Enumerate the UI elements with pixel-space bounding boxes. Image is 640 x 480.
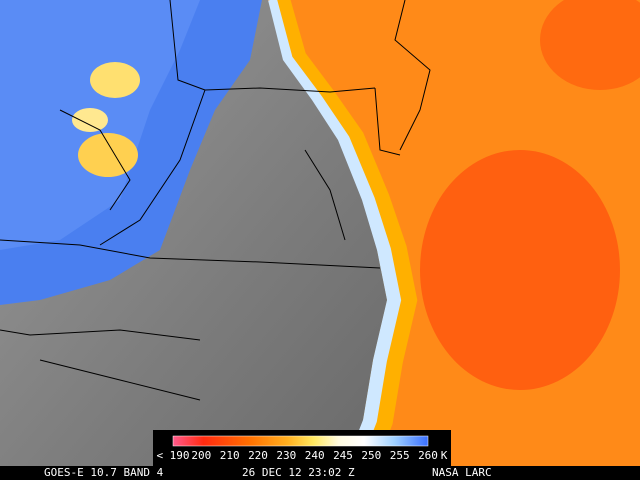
cold-cloud-top [90, 62, 140, 98]
colorbar-label: 240 [305, 449, 325, 462]
colorbar-label: 220 [248, 449, 268, 462]
cold-cloud-region [420, 150, 620, 390]
colorbar-label: 255 [390, 449, 410, 462]
colorbar-label: 200 [191, 449, 211, 462]
colorbar-label: 245 [333, 449, 353, 462]
colorbar-label: 230 [276, 449, 296, 462]
footer-bar [0, 466, 640, 480]
source-label: NASA LARC [432, 466, 492, 479]
boundaries [0, 0, 431, 401]
cold-cloud-top [72, 108, 108, 132]
colorbar-label: < 190 [156, 449, 189, 462]
cold-cloud-top [78, 133, 138, 177]
colorbar-label: 260 [418, 449, 438, 462]
satellite-label: GOES-E 10.7 BAND 4 [44, 466, 164, 479]
colorbar-label: 250 [361, 449, 381, 462]
coastal-band [263, 0, 402, 469]
cold-cloud-region [540, 0, 640, 90]
timestamp: 26 DEC 12 23:02 Z [242, 466, 355, 479]
colorbar-label: 210 [220, 449, 240, 462]
colorbar [172, 435, 429, 447]
colorbar-unit: K [441, 449, 448, 462]
